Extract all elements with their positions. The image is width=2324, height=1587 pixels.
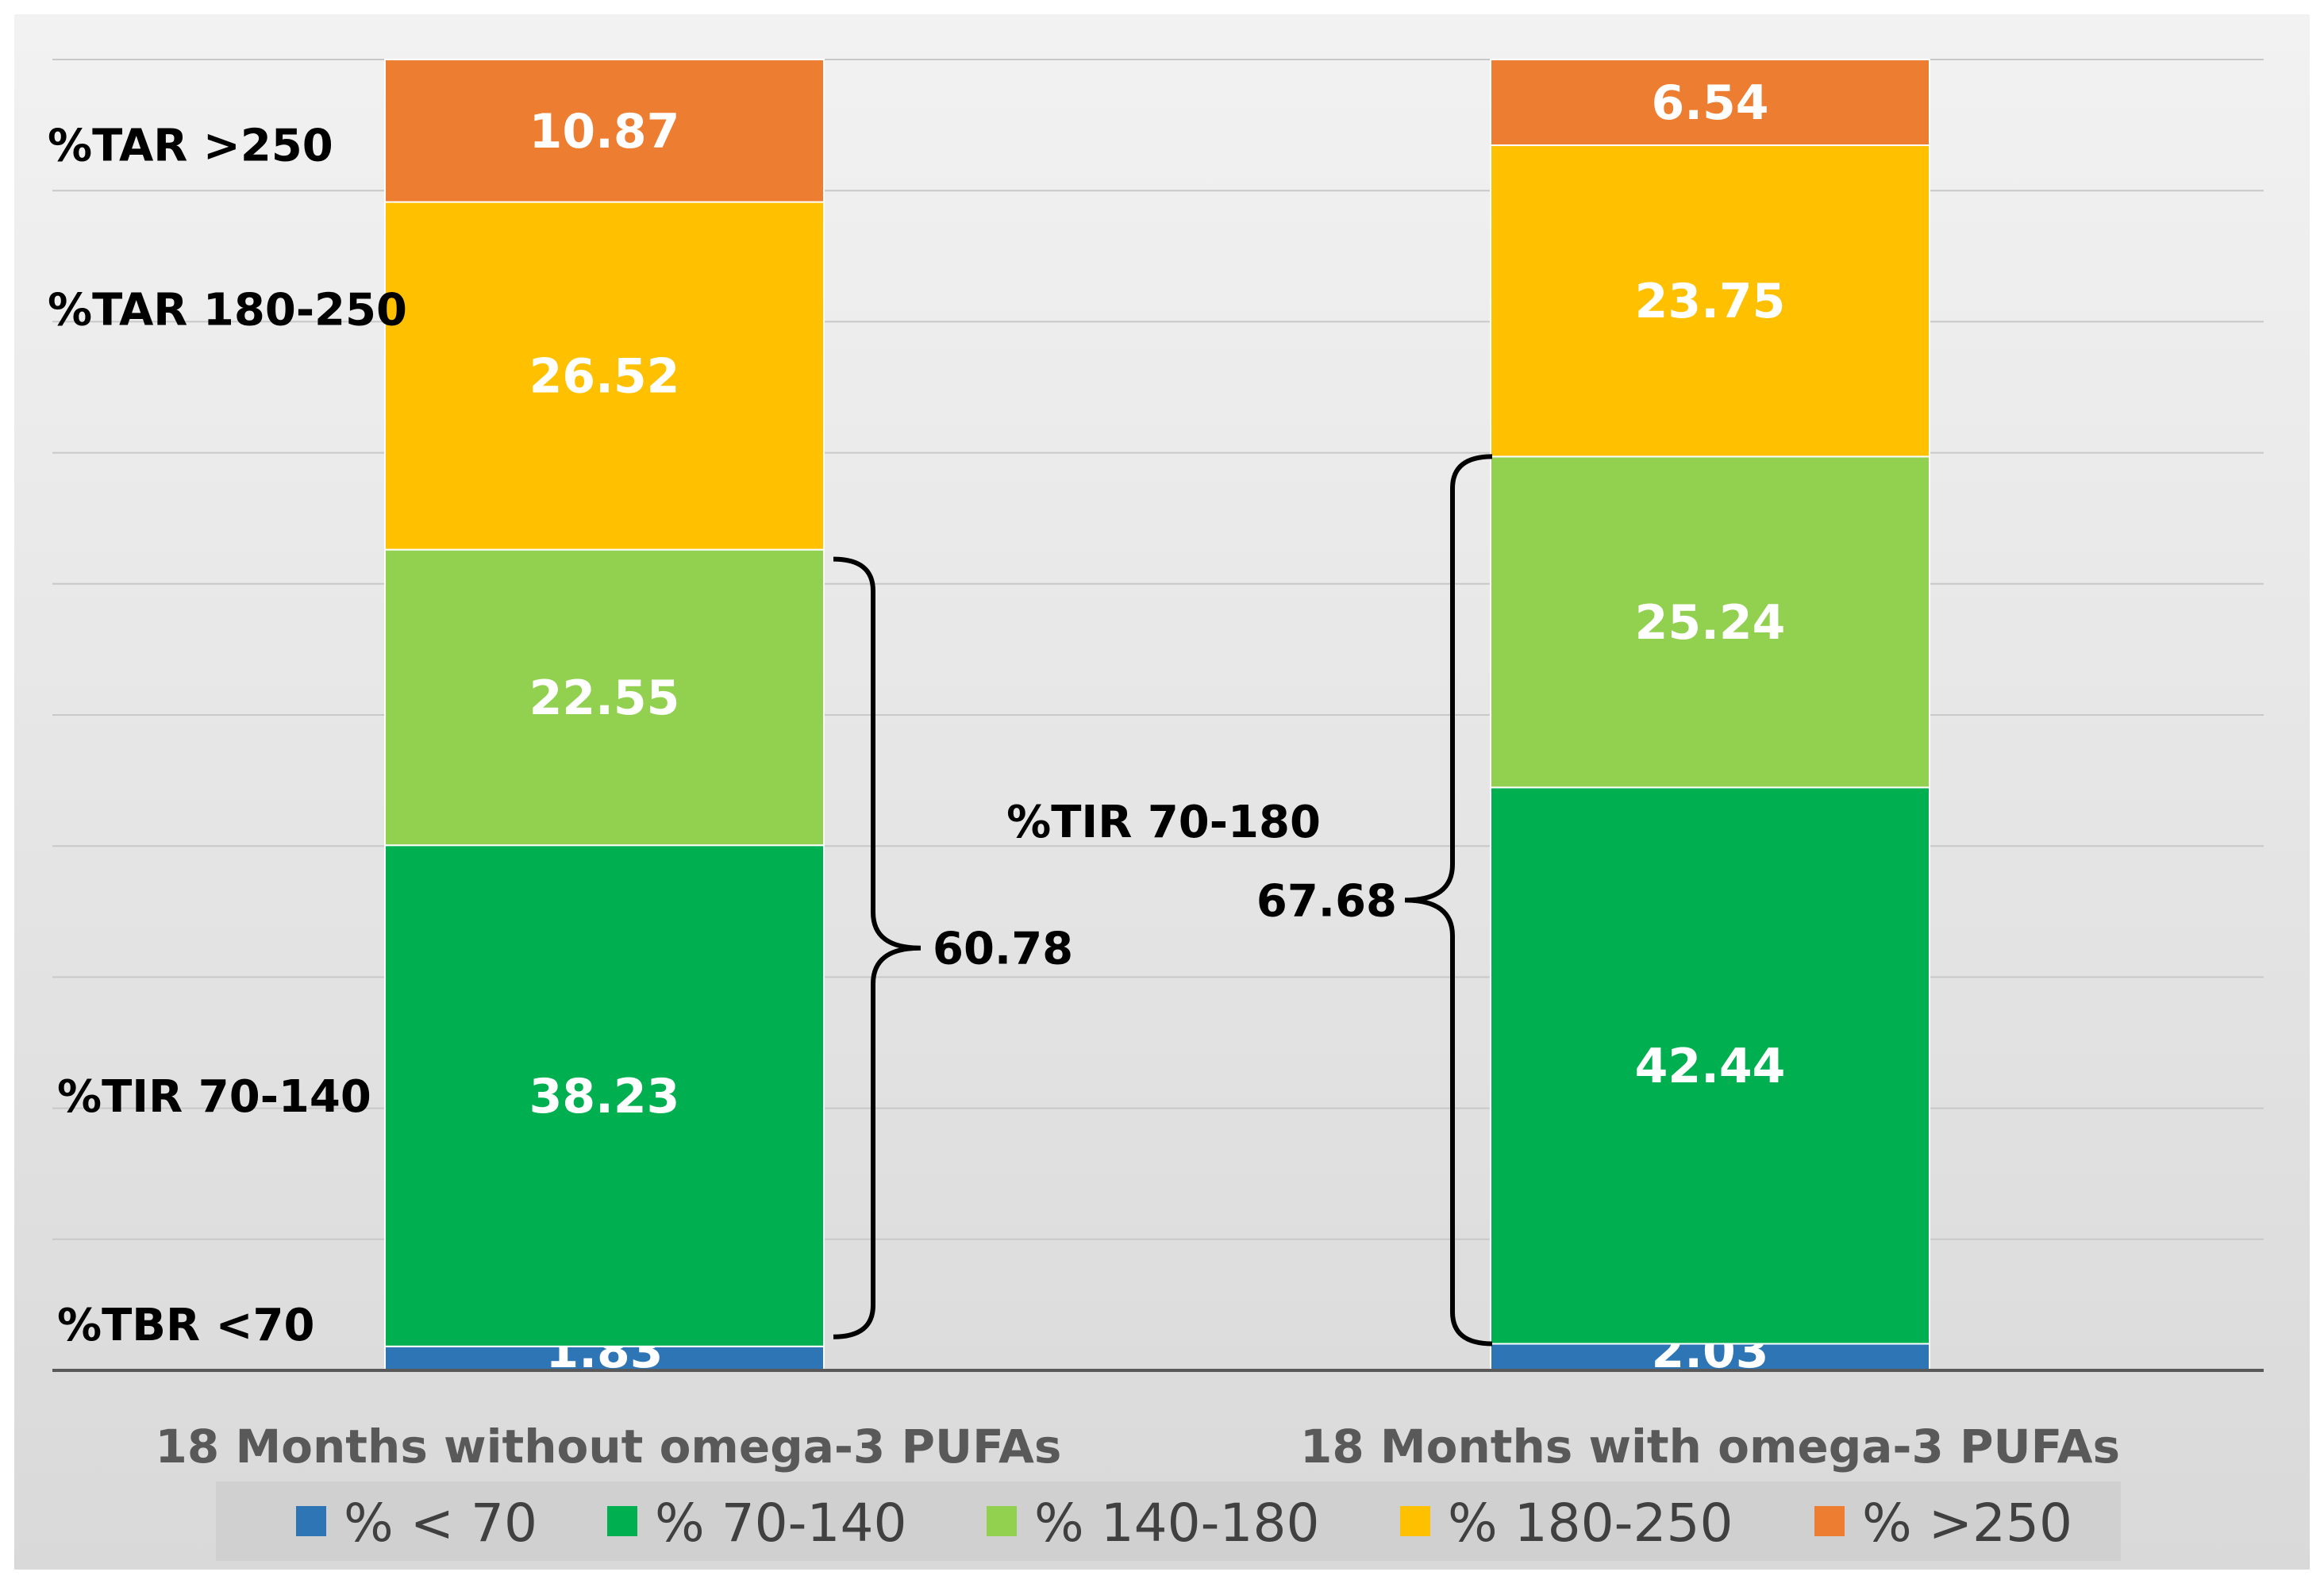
data-label: 26.52	[529, 349, 680, 405]
legend-label: % >250	[1862, 1493, 2072, 1554]
bar-segment	[1490, 144, 1930, 458]
bar-segment	[384, 844, 825, 1347]
side-label: %TIR 70-140	[57, 1071, 371, 1123]
side-label: %TAR 180-250	[48, 285, 407, 336]
data-label: 38.23	[529, 1069, 680, 1124]
bar-segment	[1490, 786, 1930, 1345]
side-label: %TBR <70	[57, 1300, 314, 1351]
category-label: 18 Months without omega-3 PUFAs	[156, 1420, 1062, 1474]
legend: % < 70 % 70-140 % 140-180 % 180-250 % >250	[296, 1493, 2072, 1554]
side-label: %TAR >250	[48, 121, 333, 172]
legend-swatch	[1814, 1506, 1845, 1536]
tir-value-label: 60.78	[933, 924, 1073, 975]
data-label: 10.87	[529, 104, 680, 159]
tir-title: %TIR 70-180	[1006, 797, 1321, 848]
data-label: 6.54	[1651, 75, 1768, 131]
bar-segment	[384, 59, 825, 203]
legend-swatch	[607, 1506, 637, 1536]
legend-swatch	[1400, 1506, 1430, 1536]
legend-label: % 70-140	[655, 1493, 906, 1554]
legend-swatch	[296, 1506, 326, 1536]
legend-label: % 180-250	[1448, 1493, 1733, 1554]
tir-value-label: 67.68	[1256, 875, 1397, 927]
data-label: 25.24	[1635, 595, 1786, 651]
data-label: 22.55	[529, 671, 680, 726]
legend-box	[216, 1481, 2121, 1561]
category-label: 18 Months with omega-3 PUFAs	[1300, 1420, 2120, 1474]
category-labels: 18 Months without omega-3 PUFAs 18 Months…	[156, 1420, 2120, 1474]
data-label: 23.75	[1635, 274, 1786, 329]
annotations: %TAR >250 %TAR 180-250 %TIR 70-140 %TBR <70…	[48, 121, 1493, 1351]
bar-segment	[1490, 455, 1930, 789]
bar-segment	[1490, 59, 1930, 147]
legend-label: % < 70	[344, 1493, 537, 1554]
plot-background	[14, 14, 2310, 1570]
bar-segment	[384, 548, 825, 847]
data-label: 42.44	[1635, 1039, 1786, 1094]
curly-brace	[1404, 454, 1493, 1347]
bar-segment	[384, 201, 825, 551]
legend-swatch	[987, 1506, 1017, 1536]
curly-brace	[833, 556, 922, 1339]
legend-label: % 140-180	[1034, 1493, 1319, 1554]
bars: 1.8338.2322.5526.5210.872.0342.4425.2423…	[384, 59, 1930, 1379]
